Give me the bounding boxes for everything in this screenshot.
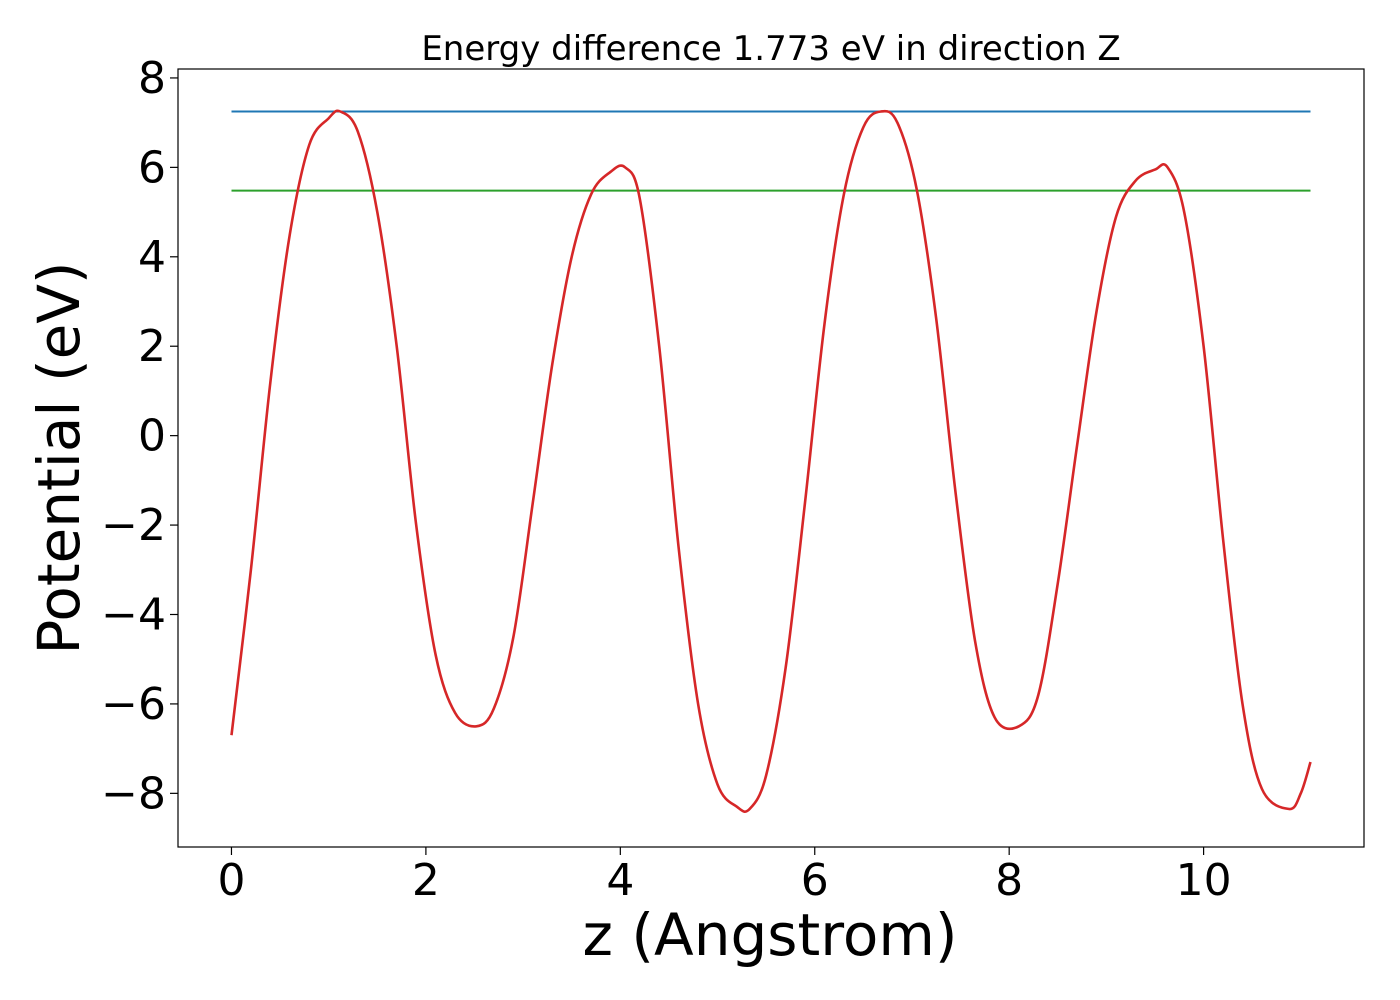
y-tick-label: 6 — [138, 142, 166, 193]
y-tick-label: −2 — [101, 500, 166, 551]
y-tick-label: −8 — [101, 768, 166, 819]
x-axis-label: z (Angstrom) — [583, 901, 958, 969]
y-tick-label: 4 — [138, 232, 166, 283]
plot-lines — [230, 109, 1312, 813]
y-axis-label: Potential (eV) — [25, 261, 93, 654]
y-axis-ticks: −8 −6 −4 −2 0 2 4 6 8 — [101, 53, 178, 819]
y-tick-label: 8 — [138, 53, 166, 104]
chart-title: Energy difference 1.773 eV in direction … — [421, 29, 1120, 69]
series-line-2 — [230, 109, 1312, 813]
x-tick-label: 4 — [606, 855, 634, 906]
x-tick-label: 8 — [995, 855, 1023, 906]
x-tick-label: 10 — [1176, 855, 1232, 906]
plot-frame — [177, 68, 1365, 848]
y-tick-label: −6 — [101, 679, 166, 730]
y-tick-label: 0 — [138, 411, 166, 462]
x-tick-label: 6 — [801, 855, 829, 906]
x-tick-label: 0 — [217, 855, 245, 906]
x-axis-ticks: 0 2 4 6 8 10 — [217, 847, 1232, 906]
x-tick-label: 2 — [412, 855, 440, 906]
y-tick-label: 2 — [138, 321, 166, 372]
y-tick-label: −4 — [101, 589, 166, 640]
